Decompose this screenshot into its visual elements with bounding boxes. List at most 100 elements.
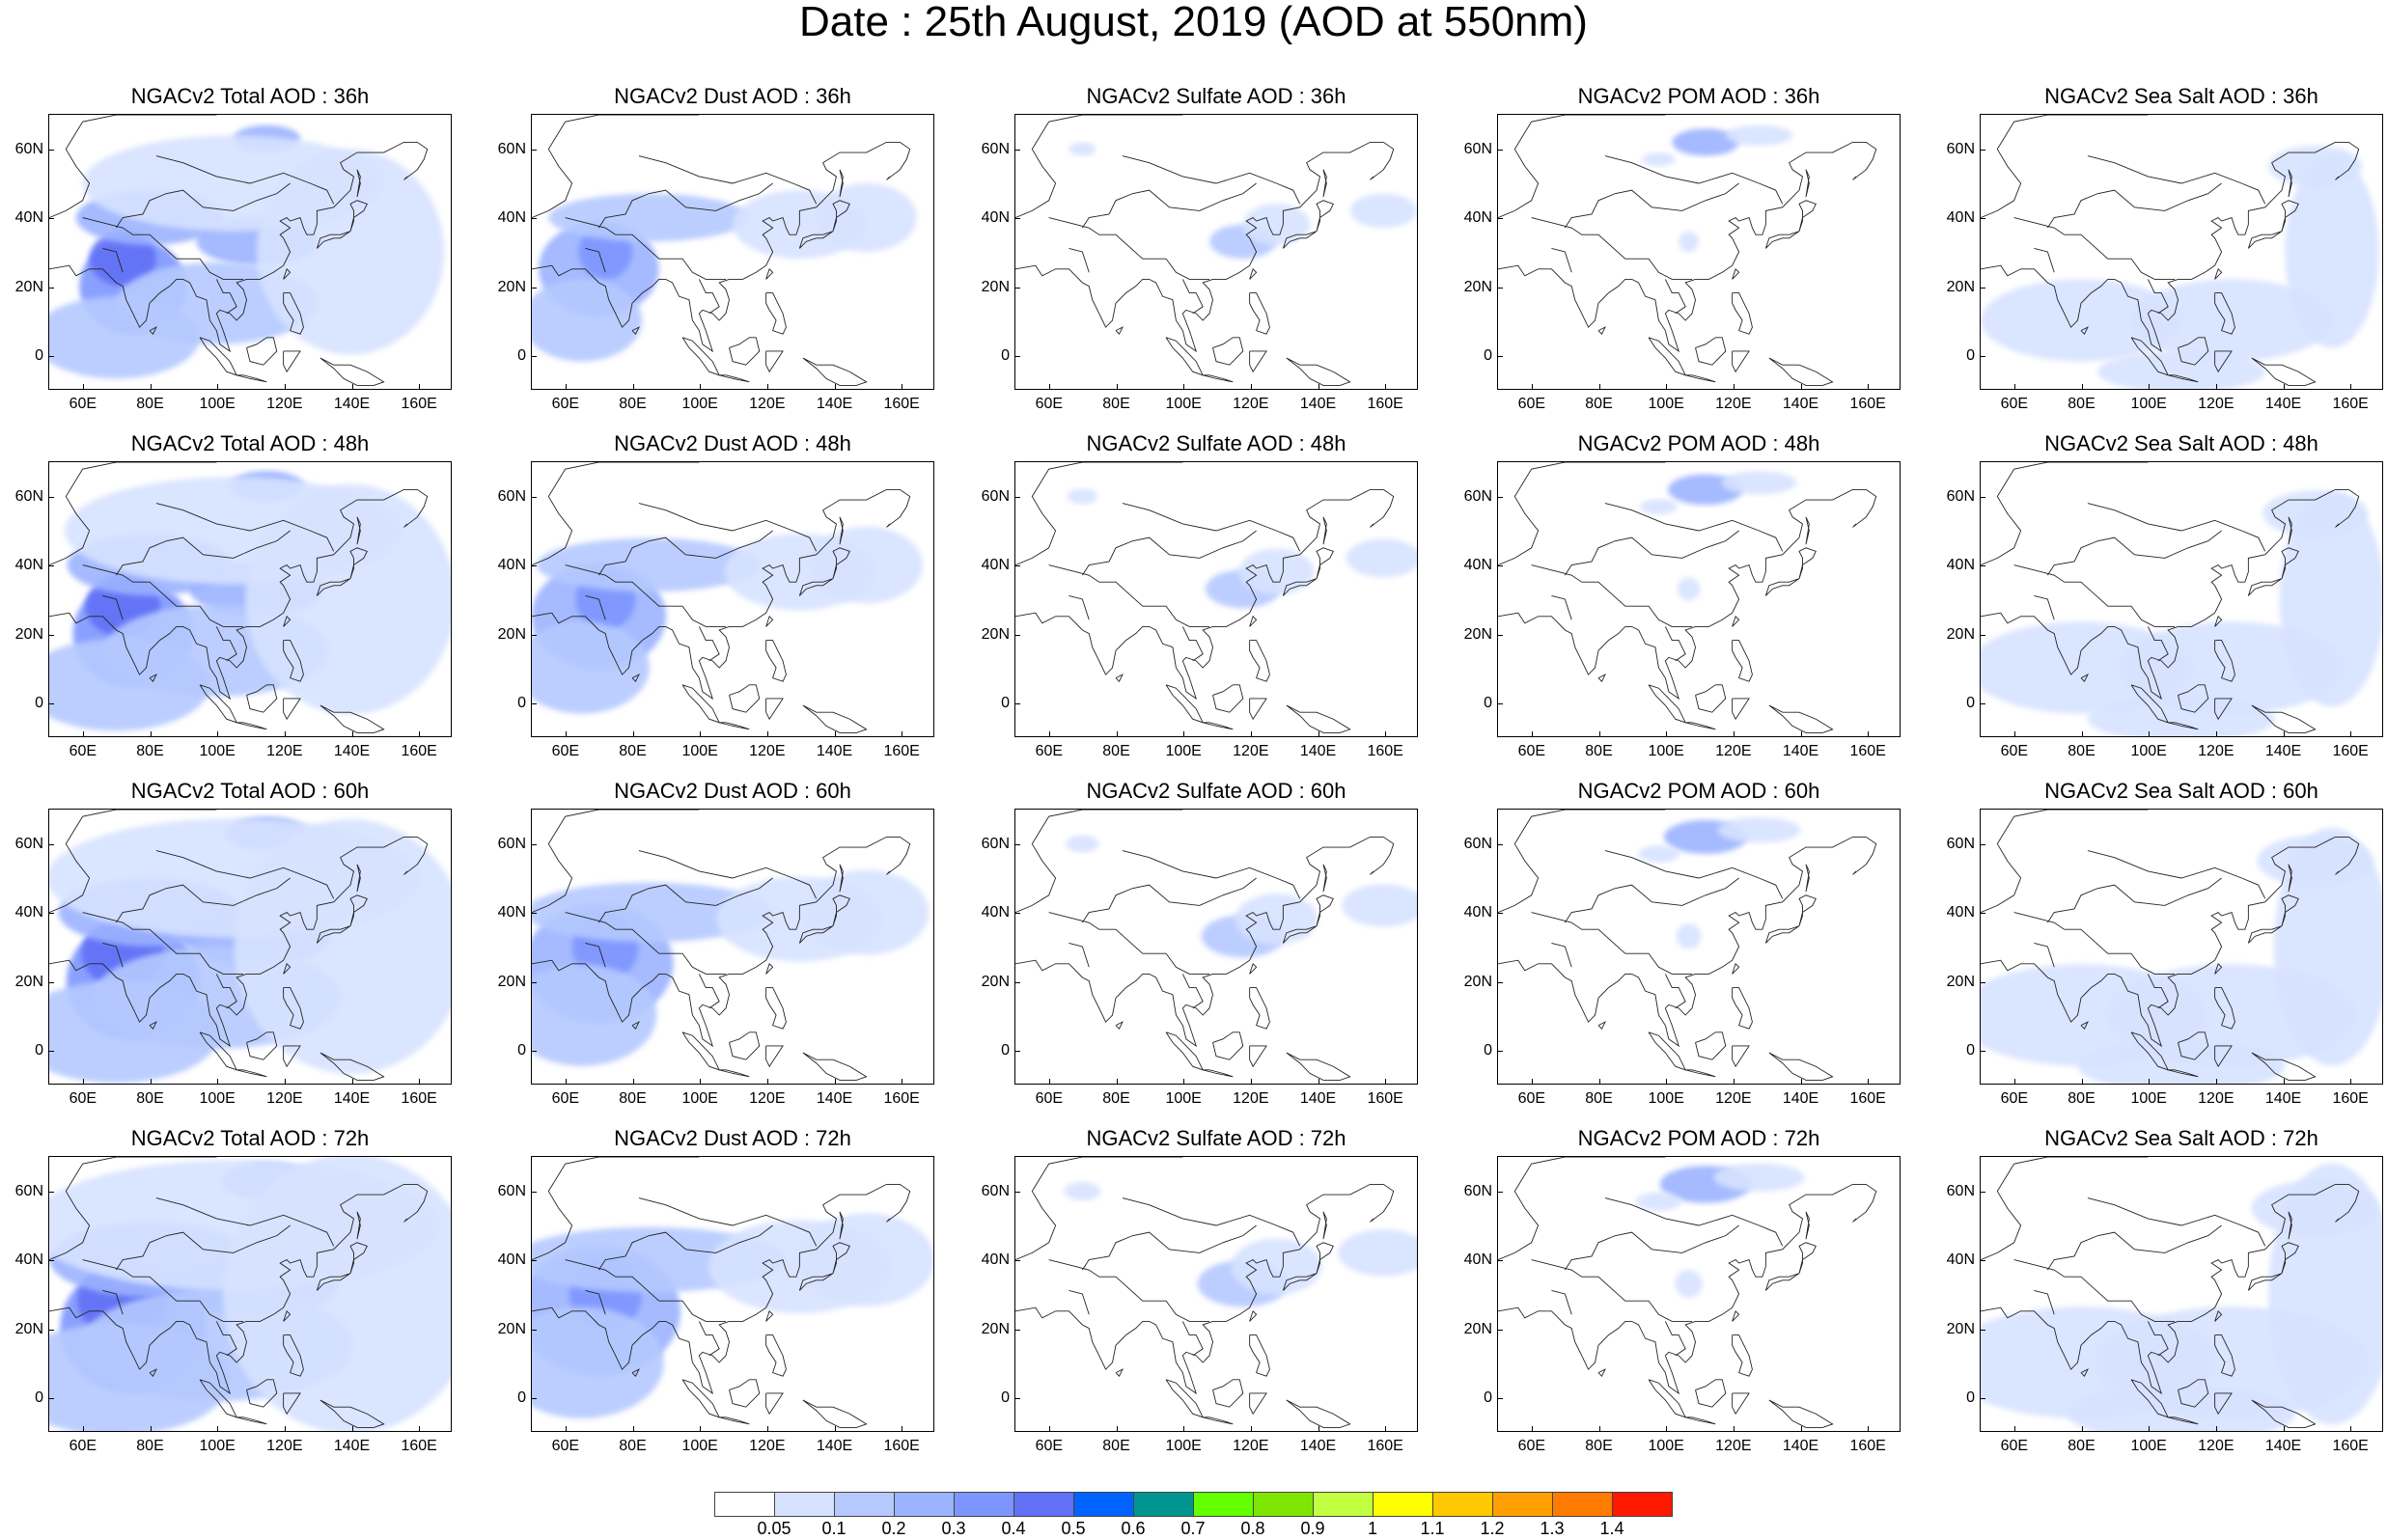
coastline — [1551, 942, 1572, 968]
coastline — [638, 155, 818, 205]
lon-tick-label: 120E — [2198, 1090, 2234, 1107]
aod-plume — [64, 477, 402, 585]
aod-field — [1981, 1157, 2382, 1431]
coastline — [115, 182, 291, 229]
lon-tick-label: 80E — [1585, 1438, 1613, 1454]
aod-plume — [1242, 204, 1311, 245]
lon-tick-mark — [2215, 1079, 2217, 1084]
coastline — [1498, 462, 1666, 565]
lat-tick-mark — [49, 913, 54, 915]
lat-tick-label: 60N — [497, 835, 526, 852]
coastline — [2034, 247, 2055, 273]
coastline — [802, 1399, 868, 1428]
lon-tick-label: 140E — [816, 396, 853, 412]
colorbar-tick-label: 0.3 — [941, 1519, 966, 1538]
lon-tick-label: 160E — [1367, 743, 1403, 759]
lat-tick-mark — [1981, 981, 1985, 983]
lon-tick-label: 120E — [749, 1090, 786, 1107]
map-panel: NGACv2 Dust AOD : 48h 60N 40N 20N 0 60E 80E 100… — [498, 431, 934, 765]
lon-tick-label: 160E — [883, 743, 920, 759]
coastline — [102, 1289, 124, 1315]
coastline — [532, 115, 700, 218]
panel-title: NGACv2 Dust AOD : 36h — [614, 84, 851, 108]
panel-title: NGACv2 Sulfate AOD : 60h — [1086, 779, 1346, 803]
colorbar-tick-label: 0.1 — [821, 1519, 847, 1538]
aod-plume — [1235, 894, 1318, 946]
lat-tick-label: 20N — [981, 625, 1010, 643]
coastline — [215, 626, 237, 662]
lat-tick-mark — [1498, 356, 1503, 358]
coastline — [585, 942, 606, 968]
coastline — [2046, 877, 2222, 923]
lat-tick-label: 20N — [1946, 278, 1975, 295]
coastline — [765, 350, 784, 373]
lon-tick-label: 80E — [136, 1090, 164, 1107]
coastline — [1732, 615, 1740, 627]
lon-tick-label: 140E — [2264, 1438, 2302, 1454]
coastline — [681, 684, 721, 724]
panel-title: NGACv2 Sulfate AOD : 36h — [1086, 84, 1346, 108]
lat-tick-label: 60N — [497, 140, 526, 157]
lon-tick-label: 60E — [2000, 1438, 2029, 1454]
coastline — [1531, 217, 1693, 280]
coastline — [115, 877, 291, 923]
map-frame: 60N 40N 20N 0 60E 80E 100E 120E 140E 160E — [498, 461, 934, 759]
lat-tick-mark — [1981, 1329, 1985, 1331]
coastline — [1981, 1183, 2360, 1395]
lat-tick-label: 0 — [1484, 1042, 1492, 1059]
map-panel: NGACv2 Sulfate AOD : 60h 60N 40N 20N 0 60E 80E… — [982, 779, 1418, 1113]
panel-title: NGACv2 Dust AOD : 48h — [614, 431, 851, 455]
coastline — [1768, 357, 1834, 386]
lon-tick-label: 100E — [1648, 396, 1684, 412]
coastline — [2013, 1259, 2176, 1322]
coastline — [839, 1211, 844, 1240]
coastline — [49, 115, 217, 218]
lat-tick-mark — [1981, 913, 1985, 915]
lat-tick-mark — [1498, 218, 1503, 220]
lon-tick-mark — [351, 1426, 353, 1431]
lon-tick-mark — [834, 731, 836, 736]
coastline — [565, 217, 727, 280]
lon-tick-label: 120E — [749, 396, 786, 412]
colorbar-swatch — [1193, 1492, 1254, 1517]
coastline — [638, 503, 818, 552]
coastline — [246, 1031, 278, 1060]
coastline — [1203, 374, 1234, 383]
coastline — [149, 1368, 157, 1377]
lon-tick-mark — [1800, 1079, 1802, 1084]
lat-tick-label: 0 — [1001, 1042, 1010, 1059]
coastline — [565, 912, 727, 975]
coastline — [597, 530, 773, 576]
coastline — [1648, 1031, 1687, 1071]
coastline — [1764, 1242, 1817, 1291]
coastline — [246, 337, 278, 366]
panel-title: NGACv2 POM AOD : 36h — [1577, 84, 1820, 108]
lon-tick-label: 160E — [1367, 1438, 1403, 1454]
lon-tick-label: 120E — [1233, 743, 1269, 759]
map-panel: NGACv2 Sulfate AOD : 36h 60N 40N 20N 0 60E 80E… — [982, 84, 1418, 418]
lat-tick-mark — [1498, 1191, 1503, 1193]
lat-tick-mark — [1981, 496, 1985, 498]
aod-plume — [2257, 835, 2373, 887]
aod-plume — [2087, 696, 2276, 736]
lon-tick-label: 140E — [1782, 1438, 1819, 1454]
coastline — [1322, 1211, 1327, 1240]
lat-tick-label: 60N — [1463, 835, 1492, 852]
lon-tick-label: 140E — [1782, 743, 1819, 759]
aod-field — [532, 462, 923, 733]
lon-tick-label: 120E — [749, 1438, 786, 1454]
coastline — [698, 974, 720, 1009]
lon-tick-mark — [834, 384, 836, 389]
coastline — [1181, 974, 1204, 1009]
lon-tick-mark — [2081, 731, 2083, 736]
lon-tick-mark — [1531, 1079, 1533, 1084]
lat-tick-mark — [1981, 634, 1985, 636]
lon-tick-label: 120E — [266, 743, 303, 759]
lon-tick-mark — [1250, 1079, 1252, 1084]
lat-tick-label: 20N — [1463, 625, 1492, 643]
coastline — [1981, 141, 2360, 353]
lon-tick-label: 60E — [69, 1438, 97, 1454]
lon-tick-mark — [834, 1426, 836, 1431]
coastline — [2034, 594, 2055, 620]
aod-plume — [2268, 145, 2363, 187]
